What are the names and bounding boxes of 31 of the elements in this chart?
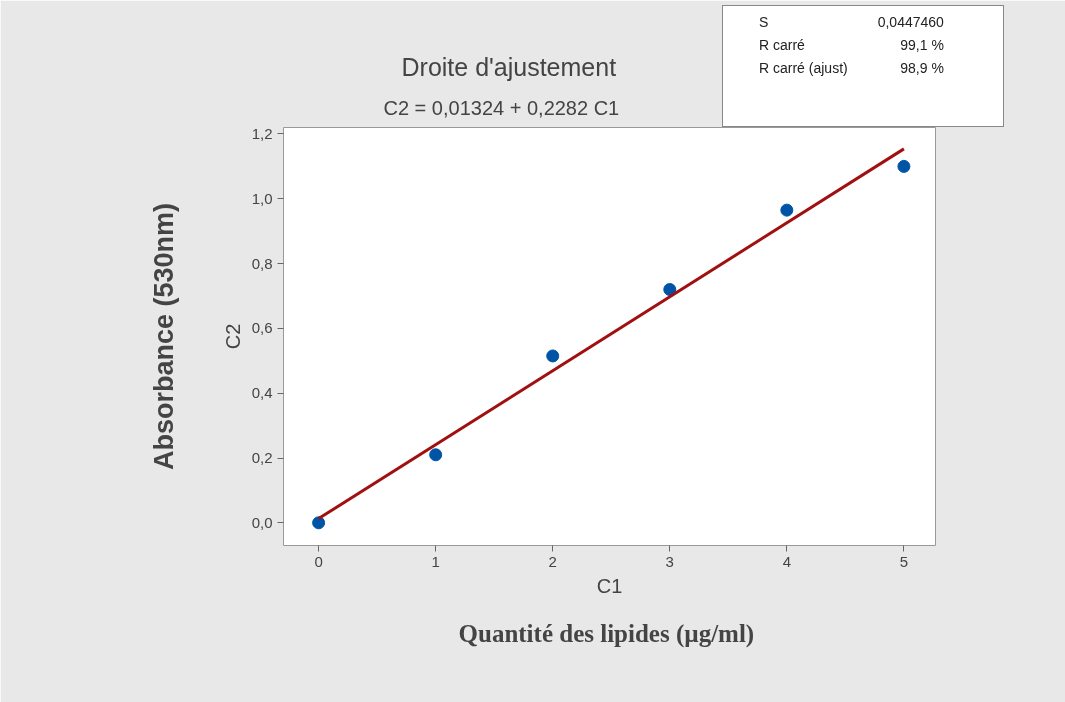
point: [897, 159, 911, 173]
text: Quantité des lipides (µg/ml): [458, 619, 755, 648]
point: [312, 516, 326, 530]
x-tick-label: 2: [548, 552, 557, 570]
x-tick-label: 1: [431, 552, 440, 570]
y-tick-label: 0,2: [251, 449, 273, 467]
y-tick-label: 1,2: [251, 124, 273, 142]
y-tick-label: 1,0: [251, 189, 273, 207]
text: 99,1 %: [899, 36, 944, 55]
y-axis-title: C2: [221, 323, 244, 350]
point: [429, 448, 443, 462]
x-tick-label: 5: [899, 552, 909, 570]
text: 98,9 %: [899, 59, 944, 78]
y-tick-label: 0,4: [251, 384, 273, 402]
text: S: [759, 13, 770, 32]
y-tick-label: 0,8: [251, 254, 273, 272]
x-tick-label: 4: [782, 552, 792, 570]
chart-title: Droite d'ajustement: [401, 52, 617, 81]
y-tick-label: 0,6: [251, 319, 273, 337]
x-tick-label: 3: [665, 552, 674, 570]
chart-subtitle: C2 = 0,01324 + 0,2282 C1: [383, 96, 620, 119]
point: [663, 283, 677, 296]
point: [546, 349, 560, 363]
x-tick-label: 0: [314, 552, 323, 570]
point: [780, 203, 794, 217]
text: Absorbance (530nm): [148, 202, 179, 471]
text: 0,0447460: [877, 13, 944, 32]
x-axis-title: C1: [596, 574, 623, 597]
text: R carré: [759, 36, 806, 55]
text: R carré (ajust): [759, 59, 849, 78]
y-tick-label: 0,0: [251, 513, 273, 531]
